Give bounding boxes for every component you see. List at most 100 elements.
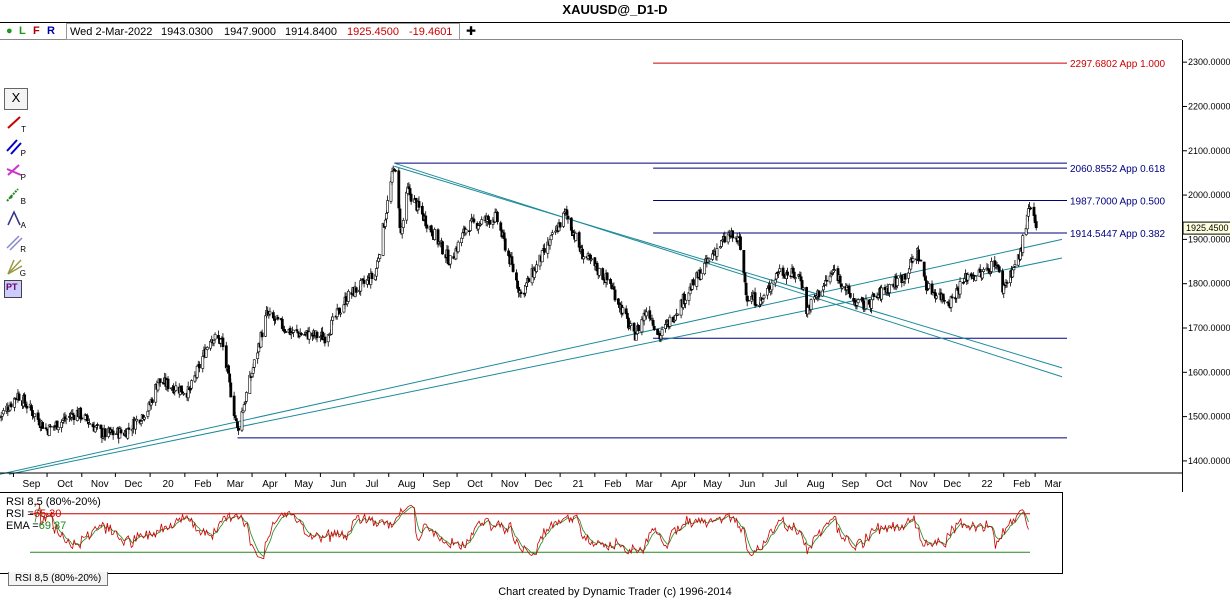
candle-body [864,298,868,310]
candle-body [72,414,76,421]
trendline[interactable] [394,162,1063,378]
candle-body [820,290,824,297]
candle-body [629,323,633,326]
candle-body [17,393,21,401]
trendline[interactable] [0,238,1063,475]
candle-body [201,356,205,369]
candle-body [405,191,409,221]
status-dot-icon: ● [6,25,13,37]
candle-body [652,326,656,331]
close-toolbar-button[interactable]: X [4,88,28,110]
candle-body [648,310,652,319]
rsi-panel[interactable]: RSI 8,5 (80%-20%) RSI =65.30 EMA =69.37 [0,492,1063,574]
tool-label: PT [6,282,18,292]
candle-body [731,230,735,239]
x-tick-label: Aug [807,479,825,490]
candle-body [23,394,27,404]
y-tick-label: 1600.0000 [1188,367,1230,377]
bands-tool[interactable]: B [4,184,28,206]
candle-body [417,200,421,208]
price-axis[interactable]: 2300.0000 2200.0000 2100.0000 2000.0000 1900… [1182,40,1230,492]
price-chart[interactable]: 2297.6802 App 1.000 2060.8552 App 0.618 19… [0,40,1182,492]
candle-body [703,263,707,275]
candle-body [841,286,844,289]
candle-body [978,269,982,273]
x-tick-label: Dec [124,479,142,490]
candle-body [362,279,366,284]
tab-rsi[interactable]: RSI 8,5 (80%-20%) [8,572,109,586]
candle-body [268,311,272,315]
candle-body [135,419,139,422]
ema-line [34,506,1029,558]
candle-body [103,428,107,438]
candle-body [284,331,288,333]
candle-body [574,232,578,241]
candle-body [621,307,625,314]
candle-body [150,399,154,403]
ratio-tool[interactable]: R [4,232,28,254]
y-tick-label: 1700.0000 [1188,323,1230,333]
y-tick-label: 1800.0000 [1188,279,1230,289]
trendline[interactable] [8,257,1063,475]
candle-body [398,208,402,229]
candle-body [248,375,252,394]
candle-body [295,329,299,332]
candle-body [205,347,209,350]
candle-body [488,219,491,225]
y-tick-label: 1400.0000 [1188,456,1230,466]
x-tick-label: Nov [910,479,928,490]
last-price-label: 1925.4500 [1186,223,1229,233]
price-time-tool[interactable]: PT [4,280,22,298]
candle-body [519,291,523,295]
candle-body [307,331,311,340]
candle-body [903,273,907,280]
candle-body [739,236,742,250]
candle-body [958,281,962,295]
candle-body [385,213,388,220]
y-tick-label: 2000.0000 [1188,190,1230,200]
candle-body [227,365,230,374]
pattern-tool[interactable]: P [4,160,28,182]
trendline[interactable] [394,165,1063,369]
candle-body [234,418,238,421]
candle-body [331,316,335,321]
ratio-toggle-button[interactable]: R [47,25,55,37]
candle-body [966,274,970,281]
candle-body [895,278,899,286]
parallel-tool[interactable]: P [4,136,28,158]
price-chart-canvas[interactable]: 2297.6802 App 1.000 2060.8552 App 0.618 19… [0,40,1182,492]
x-tick-label: Nov [91,479,109,490]
candle-body [425,224,429,229]
candle-body [47,424,51,436]
x-tick-label: Jun [330,479,346,490]
gann-fan-icon [7,259,23,275]
pattern-icon [6,164,22,176]
candle-body [195,365,199,378]
gann-tool[interactable]: G [4,256,28,278]
candle-body [409,193,413,202]
candle-body [245,392,248,402]
candle-body [127,427,131,430]
candle-body [264,315,267,337]
candle-body [792,271,796,279]
candle-body [1029,207,1033,210]
x-tick-label: Apr [671,479,687,490]
candle-body [280,318,284,329]
trendline-tool[interactable]: T [4,112,28,134]
angle-tool[interactable]: A [4,208,28,230]
candle-body [707,258,711,261]
candle-body [941,293,945,300]
line-toggle-button[interactable]: L [19,25,26,37]
x-tick-label: Apr [262,479,278,490]
candle-body [872,293,876,297]
candle-body [935,295,938,299]
x-tick-label: 22 [981,479,993,490]
fib-toggle-button[interactable]: F [33,25,40,37]
candle-body [119,429,123,434]
add-study-icon[interactable]: ✚ [466,24,477,38]
candle-body [644,311,648,317]
candle-body [566,215,570,220]
candle-body [495,211,499,223]
footer-credit: Chart created by Dynamic Trader (c) 1996… [498,586,732,598]
candle-body [315,331,319,339]
